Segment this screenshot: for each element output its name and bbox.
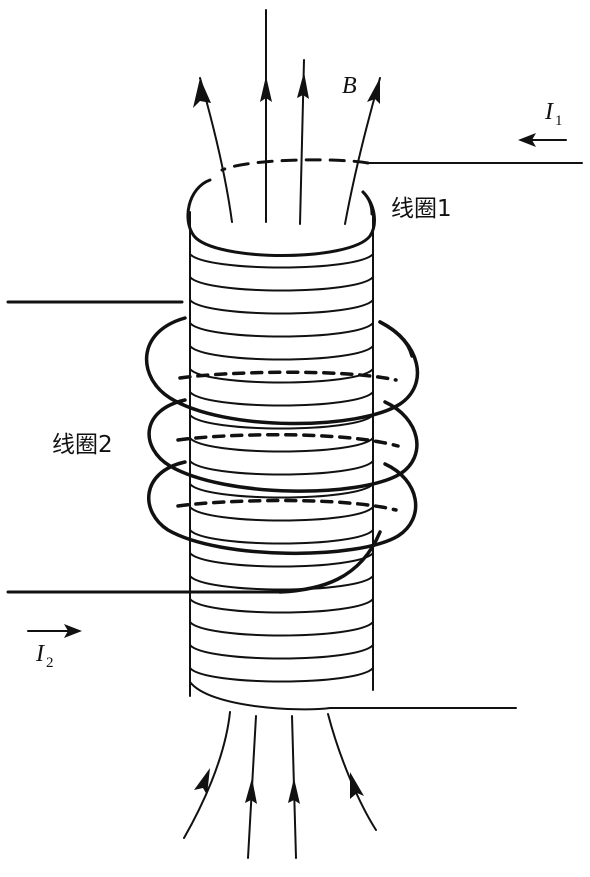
coil2-loop-3 [147, 460, 418, 555]
arrowhead-icon [245, 778, 257, 804]
coil1-top-front [186, 178, 376, 257]
field-arrowheads-bottom [194, 768, 364, 804]
coil1-turn [189, 598, 374, 614]
coil1-label: 线圈1 [391, 196, 452, 222]
field-line-bottom-4 [327, 713, 377, 831]
coil2-loop-2 [147, 398, 419, 493]
coil1-turns [189, 253, 374, 683]
coil2-back-dashed-3 [176, 498, 398, 512]
coil1-turn [189, 276, 374, 292]
coil1-turn [189, 460, 374, 476]
field-arrowheads-top [193, 72, 380, 108]
coil1-turn [189, 253, 374, 269]
coil1-turn [189, 506, 374, 522]
current1-subscript: 1 [555, 113, 563, 129]
coil1-turn [189, 437, 374, 453]
arrowhead-icon [297, 72, 309, 99]
coil2-back-dashed-2 [176, 432, 400, 448]
coil1-bottom-lead [189, 681, 517, 711]
coil2-loop-1-back [378, 320, 414, 358]
coil1-turn [189, 621, 374, 637]
arrow-right-icon [64, 624, 82, 638]
arrowhead-icon [350, 772, 364, 799]
coil2-back-dashed-1 [178, 370, 398, 382]
current-arrow-2 [27, 624, 82, 638]
coil1-turn [189, 483, 374, 499]
coil1-turn [189, 299, 374, 315]
coil2-label: 线圈2 [52, 432, 113, 458]
field-line-bottom-1 [183, 711, 231, 839]
field-label-b: B [342, 74, 357, 98]
coil1-turn [189, 644, 374, 660]
current2-symbol: I [36, 641, 44, 667]
field-line-top-4 [344, 77, 381, 225]
field-lines-top [199, 9, 381, 225]
coil1-windings [186, 178, 376, 697]
arrow-left-icon [518, 133, 536, 147]
coil1-turn [189, 575, 374, 591]
arrowhead-icon [194, 768, 210, 795]
coil1-turn [189, 552, 374, 568]
coil1-turn [189, 345, 374, 361]
coil1-turn [189, 391, 374, 407]
current-arrow-1 [518, 133, 567, 147]
coil1-top-back-dashed [220, 158, 370, 172]
arrowhead-icon [260, 76, 272, 102]
arrowhead-icon [288, 778, 300, 804]
coil2-windings [6, 300, 420, 594]
field-lines-bottom [183, 711, 377, 859]
coil1-turn [189, 667, 374, 683]
coil2-loop-4 [278, 530, 382, 594]
coil1-lead [220, 158, 583, 172]
current1-symbol: I [545, 99, 553, 125]
coil1-turn [189, 414, 374, 430]
arrowhead-icon [193, 78, 211, 108]
coil1-turn [189, 322, 374, 338]
coil2-loop-1 [145, 316, 420, 426]
arrowhead-icon [367, 78, 380, 104]
coil1-turn [189, 529, 374, 545]
coil1-back-rim [361, 190, 374, 216]
field-symbol: B [342, 73, 357, 99]
current2-subscript: 2 [46, 655, 54, 671]
coil1-bottom-turn [189, 681, 517, 711]
